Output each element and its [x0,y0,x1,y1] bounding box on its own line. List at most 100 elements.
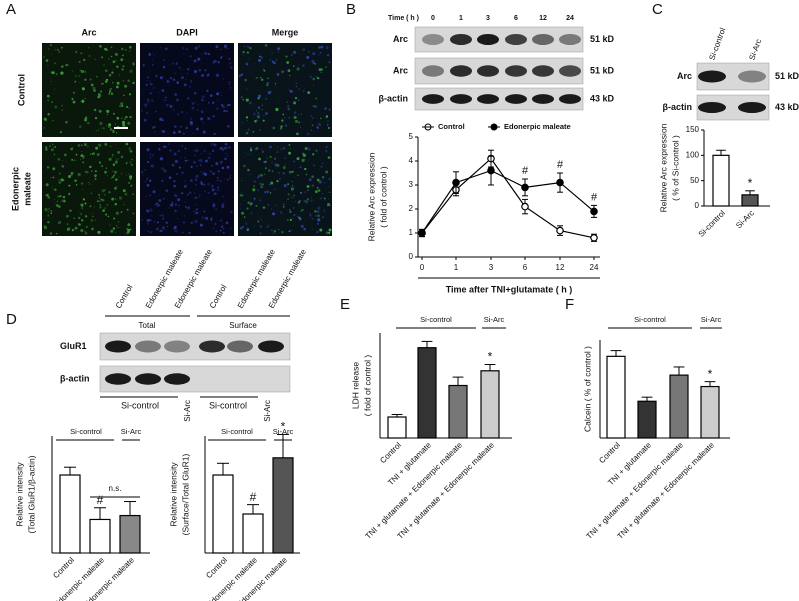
cell-dot [277,171,281,174]
cell-dot [205,159,208,163]
cell-dot [61,105,63,107]
cell-dot [198,194,201,196]
cell-dot [98,109,102,113]
y-tick-label: 100 [686,150,700,159]
cell-dot [105,213,108,216]
cell-dot [77,172,81,177]
cell-dot [127,181,131,185]
cell-dot [307,91,311,95]
blot-row-label: β-actin [60,373,90,383]
blot-band [532,34,554,45]
cell-dot [204,192,206,193]
cell-dot [94,116,98,120]
cell-dot [308,51,310,53]
cell-dot [302,121,304,123]
cell-dot [65,120,68,124]
cell-dot [163,169,167,173]
cell-dot [144,180,146,183]
cell-dot [121,120,126,125]
x-tick-label: Edonerpic maleate [82,555,136,601]
cell-dot [58,179,60,181]
cell-dot [129,149,133,153]
cell-dot [327,120,329,122]
cell-dot [74,226,78,230]
cell-dot [287,69,291,73]
cell-dot [84,118,88,122]
cell-dot [89,165,92,169]
cell-dot [260,78,264,82]
cell-dot [62,200,65,203]
cell-dot [186,73,189,75]
cell-dot [141,110,143,112]
cell-dot [172,78,176,82]
cell-dot [123,201,125,203]
cell-dot [241,180,243,182]
cell-dot [47,99,49,101]
cell-dot [142,63,144,65]
cell-dot [288,143,291,147]
cell-dot [107,125,111,129]
cell-dot [103,188,106,191]
y-axis-label: Relative intensity [14,462,24,527]
cell-dot [254,148,257,151]
cell-dot [317,122,321,126]
blot-band [698,102,726,113]
cell-dot [84,71,87,73]
cell-dot [273,229,277,233]
cell-dot [108,92,111,94]
bar [480,370,500,439]
cell-dot [185,208,188,211]
cell-dot [109,128,113,131]
cell-dot [224,157,227,161]
cell-dot [271,60,274,63]
y-tick-label: 1 [409,228,414,237]
cell-dot [89,205,92,208]
cell-dot [114,202,118,206]
blot-band [258,340,284,353]
cell-dot [194,204,196,206]
cell-dot [212,115,215,118]
cell-dot [149,208,153,212]
cell-dot [161,89,165,92]
cell-dot [266,157,268,159]
cell-dot [207,52,210,56]
cell-dot [323,197,326,200]
group-label: Si-control [634,315,666,324]
cell-dot [64,153,67,157]
cell-dot [302,64,305,67]
cell-dot [326,53,330,57]
cell-dot [261,183,264,186]
y-axis-label: LDH release [350,362,360,410]
y-axis-label: Relative Arc expression [366,152,376,241]
cell-dot [245,62,249,66]
condition-label: Si-control [209,400,247,410]
significance-marker: * [748,176,753,190]
column-header: Arc [81,27,96,37]
cell-dot [80,159,82,161]
cell-dot [108,58,110,60]
cell-dot [275,59,278,61]
cell-dot [46,166,50,169]
cell-dot [91,170,93,172]
cell-dot [164,99,166,102]
cell-dot [54,188,57,191]
cell-dot [229,103,231,106]
cell-dot [45,146,48,149]
cell-dot [104,47,107,51]
bar [89,518,111,554]
blot-size-label: 51 kD [590,65,615,75]
cell-dot [94,170,97,173]
cell-dot [82,198,86,201]
cell-dot [101,82,104,85]
cell-dot [288,74,291,77]
cell-dot [298,121,301,124]
cell-dot [43,56,45,58]
time-label: Time ( h ) [388,15,419,22]
bar [606,355,626,439]
cell-dot [146,183,150,187]
cell-dot [186,193,189,196]
cell-dot [215,230,217,232]
cell-dot [229,87,232,89]
cell-dot [104,207,107,209]
cell-dot [298,113,300,115]
